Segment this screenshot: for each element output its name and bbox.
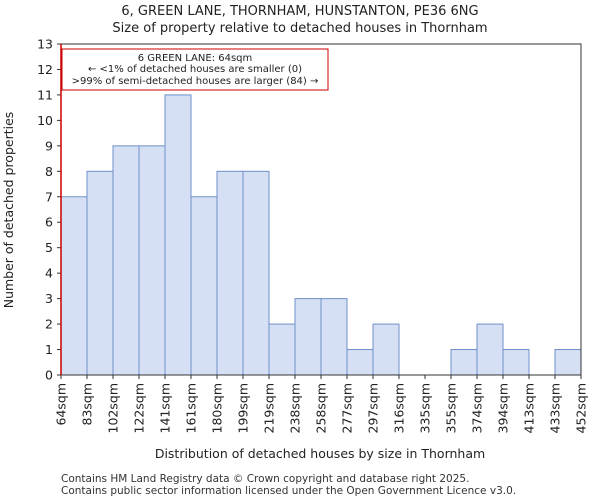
y-tick-label: 6 — [45, 215, 53, 230]
x-axis-label: Distribution of detached houses by size … — [155, 446, 485, 461]
bar-102sqm — [112, 145, 140, 376]
x-tick-label: 316sqm — [392, 383, 407, 433]
y-tick-label: 10 — [37, 113, 53, 128]
bar-297sqm — [372, 323, 400, 376]
bar-258sqm — [320, 298, 348, 376]
annotation-box: 6 GREEN LANE: 64sqm ← <1% of detached ho… — [61, 48, 329, 91]
bar-277sqm — [346, 349, 374, 376]
annotation-line-3: >99% of semi-detached houses are larger … — [72, 76, 319, 87]
chart-title-line-1: 6, GREEN LANE, THORNHAM, HUNSTANTON, PE3… — [121, 4, 478, 19]
y-tick-label: 12 — [37, 62, 53, 77]
footer-line-2: Contains public sector information licen… — [61, 485, 516, 497]
x-tick-label: 83sqm — [80, 383, 95, 426]
y-tick-label: 9 — [45, 138, 53, 153]
y-tick-label: 7 — [45, 189, 53, 204]
bar-141sqm — [164, 94, 192, 376]
x-tick-label: 335sqm — [418, 383, 433, 433]
x-tick-label: 219sqm — [262, 383, 277, 433]
x-tick-label: 141sqm — [158, 383, 173, 433]
y-tick-label: 2 — [45, 317, 53, 332]
bar-374sqm — [476, 323, 504, 376]
annotation-frame — [61, 48, 329, 91]
x-tick-label: 122sqm — [132, 383, 147, 433]
y-tick-label: 3 — [45, 291, 53, 306]
y-tick-label: 4 — [45, 266, 53, 281]
bar-122sqm — [138, 145, 166, 376]
bar-83sqm — [86, 170, 114, 376]
x-tick-label: 64sqm — [54, 383, 69, 426]
y-tick-label: 13 — [37, 37, 53, 52]
y-tick-label: 11 — [37, 87, 53, 102]
footer-line-1: Contains HM Land Registry data © Crown c… — [61, 473, 469, 485]
x-tick-label: 297sqm — [366, 383, 381, 433]
x-axis-ticks: 64sqm 83sqm 102sqm 122sqm 141sqm 161sqm 180sqm… — [54, 375, 589, 433]
bar-64sqm — [60, 196, 88, 376]
bar-199sqm — [242, 170, 270, 376]
x-tick-label: 277sqm — [340, 383, 355, 433]
x-tick-label: 452sqm — [574, 383, 589, 433]
x-tick-label: 161sqm — [184, 383, 199, 433]
x-tick-label: 413sqm — [522, 383, 537, 433]
bar-180sqm — [216, 170, 244, 376]
x-tick-label: 355sqm — [444, 383, 459, 433]
x-tick-label: 180sqm — [210, 383, 225, 433]
bar-219sqm — [268, 323, 296, 376]
bar-355sqm — [450, 349, 478, 376]
bars-group — [60, 94, 582, 376]
x-tick-label: 394sqm — [496, 383, 511, 433]
annotation-line-2: ← <1% of detached houses are smaller (0) — [88, 64, 302, 75]
bar-161sqm — [190, 196, 218, 376]
y-axis-label: Number of detached properties — [1, 112, 16, 309]
y-tick-label: 1 — [45, 342, 53, 357]
x-tick-label: 238sqm — [288, 383, 303, 433]
x-tick-label: 433sqm — [548, 383, 563, 433]
bar-433sqm — [554, 349, 582, 376]
y-tick-label: 5 — [45, 240, 53, 255]
chart-title-line-2: Size of property relative to detached ho… — [112, 21, 487, 36]
x-tick-label: 374sqm — [470, 383, 485, 433]
annotation-line-1: 6 GREEN LANE: 64sqm — [138, 53, 253, 64]
y-tick-label: 8 — [45, 164, 53, 179]
x-tick-label: 199sqm — [236, 383, 251, 433]
y-tick-label: 0 — [45, 368, 53, 383]
x-tick-label: 258sqm — [314, 383, 329, 433]
x-tick-label: 102sqm — [106, 383, 121, 433]
bar-394sqm — [502, 349, 530, 376]
bar-238sqm — [294, 298, 322, 376]
